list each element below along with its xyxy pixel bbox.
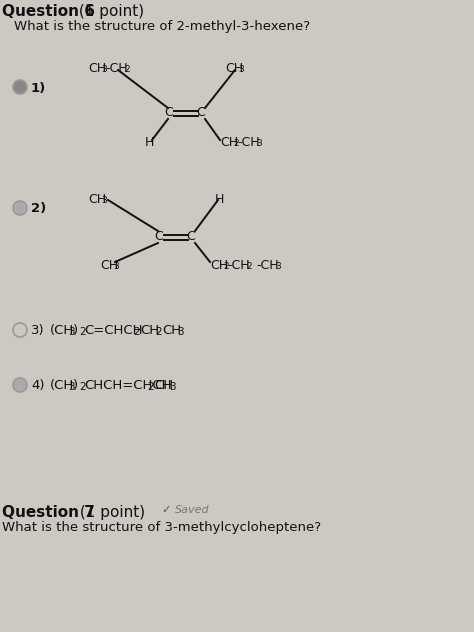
Text: C=CHCH: C=CHCH xyxy=(84,324,143,337)
Text: 2: 2 xyxy=(124,65,129,74)
Text: H: H xyxy=(215,193,224,206)
Text: ✓: ✓ xyxy=(162,505,175,515)
Text: C: C xyxy=(186,230,195,243)
Text: What is the structure of 3-methylcycloheptene?: What is the structure of 3-methylcyclohe… xyxy=(2,521,321,534)
Text: 3: 3 xyxy=(101,65,107,74)
Text: C: C xyxy=(164,106,173,119)
Text: ): ) xyxy=(73,379,78,392)
Text: 2: 2 xyxy=(233,139,238,148)
Text: CH: CH xyxy=(88,62,106,75)
Text: CH: CH xyxy=(225,62,243,75)
Text: (1 point): (1 point) xyxy=(74,4,144,19)
Text: 3: 3 xyxy=(275,262,281,271)
Text: 3: 3 xyxy=(177,327,183,337)
Text: C: C xyxy=(154,230,163,243)
Text: 3: 3 xyxy=(169,382,176,392)
Text: CHCH=CHCH: CHCH=CHCH xyxy=(84,379,172,392)
Circle shape xyxy=(13,378,27,392)
Text: 4): 4) xyxy=(31,379,45,392)
Text: ): ) xyxy=(73,324,78,337)
Text: 1): 1) xyxy=(31,82,46,95)
Text: CH: CH xyxy=(210,259,228,272)
Circle shape xyxy=(13,323,27,337)
Text: 2: 2 xyxy=(246,262,252,271)
Text: 3: 3 xyxy=(113,262,119,271)
Text: 2: 2 xyxy=(223,262,228,271)
Text: 3: 3 xyxy=(256,139,262,148)
Circle shape xyxy=(13,201,27,215)
Text: 2): 2) xyxy=(31,202,46,215)
Text: H: H xyxy=(145,136,155,149)
Text: -CH: -CH xyxy=(237,136,260,149)
Text: 2: 2 xyxy=(133,327,140,337)
Text: 3: 3 xyxy=(238,65,244,74)
Text: 2: 2 xyxy=(79,327,86,337)
Text: CH: CH xyxy=(88,193,106,206)
Text: 3: 3 xyxy=(68,382,74,392)
Text: What is the structure of 2-methyl-3-hexene?: What is the structure of 2-methyl-3-hexe… xyxy=(14,20,310,33)
Text: -CH: -CH xyxy=(256,259,279,272)
Text: (1 point): (1 point) xyxy=(75,505,145,520)
Text: CH: CH xyxy=(162,324,181,337)
Text: CH: CH xyxy=(100,259,118,272)
Text: 2: 2 xyxy=(79,382,86,392)
Text: 2: 2 xyxy=(147,382,154,392)
Text: CH: CH xyxy=(140,324,159,337)
Circle shape xyxy=(13,80,27,94)
Text: Question 7: Question 7 xyxy=(2,505,95,520)
Text: -CH: -CH xyxy=(227,259,250,272)
Text: C: C xyxy=(196,106,205,119)
Text: 2: 2 xyxy=(155,327,162,337)
Text: 3: 3 xyxy=(68,327,74,337)
Text: CH: CH xyxy=(154,379,173,392)
Text: -CH: -CH xyxy=(105,62,128,75)
Text: 3): 3) xyxy=(31,324,45,337)
Text: Question 6: Question 6 xyxy=(2,4,95,19)
Text: CH: CH xyxy=(220,136,238,149)
Text: (CH: (CH xyxy=(50,324,74,337)
Text: 3: 3 xyxy=(101,196,107,205)
Text: (CH: (CH xyxy=(50,379,74,392)
Text: Saved: Saved xyxy=(175,505,210,515)
